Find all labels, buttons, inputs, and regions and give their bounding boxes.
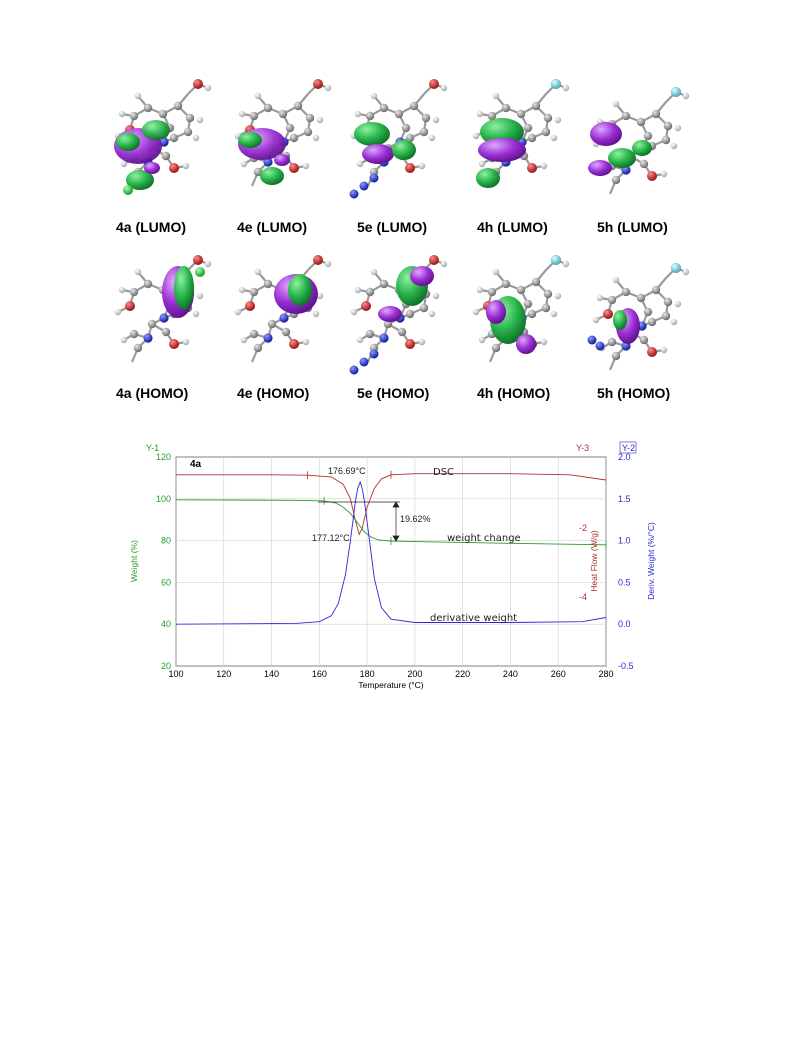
series-line-DSC: [176, 473, 607, 536]
caption-5h-lumo: 5h (LUMO): [597, 219, 668, 235]
orbital-panel-5e-lumo: [349, 77, 449, 199]
y-right-tick-labels: -0.5 0.0 0.5 1.0 1.5 2.0: [618, 452, 634, 671]
weight-loss-arrow: [318, 501, 400, 542]
caption-4e-lumo: 4e (LUMO): [237, 219, 307, 235]
x-tick-label: 240: [503, 669, 518, 679]
caption-4h-homo: 4h (HOMO): [477, 385, 550, 401]
x-tick-label: 120: [216, 669, 231, 679]
series-line-derivative-weight: [175, 480, 607, 625]
orbital-panel-4a-homo: [113, 253, 213, 364]
caption-5e-lumo: 5e (LUMO): [357, 219, 427, 235]
y-right-axis-label: Deriv. Weight (%/°C): [646, 522, 656, 600]
x-axis-label: Temperature (°C): [358, 680, 423, 690]
y-left-tick-label: 60: [161, 577, 171, 587]
x-tick-label: 260: [551, 669, 566, 679]
y-right-tick-label: 0.0: [618, 619, 631, 629]
y-left-tick-label: 40: [161, 619, 171, 629]
annotations: 176.69°C 177.12°C 19.62% DSC weight chan…: [312, 466, 521, 624]
y-left-tick-label: 100: [156, 494, 171, 504]
y-right-tick-label: 0.5: [618, 577, 631, 587]
y-right-tick-label: -0.5: [618, 661, 634, 671]
orbital-panel-4e-homo: [233, 253, 333, 364]
caption-5e-homo: 5e (HOMO): [357, 385, 429, 401]
heatflow-tick: -4: [579, 592, 587, 602]
grid: [175, 456, 607, 667]
dsc-series-label: DSC: [433, 467, 454, 478]
caption-5h-homo: 5h (HOMO): [597, 385, 670, 401]
y-right-tick-label: 2.0: [618, 452, 631, 462]
deriv-peak-annotation: 177.12°C: [312, 533, 350, 543]
y-left-tick-labels: 20 40 60 80 100 120: [156, 452, 171, 671]
x-tick-label: 220: [455, 669, 470, 679]
caption-4e-homo: 4e (HOMO): [237, 385, 309, 401]
y-left-tick-label: 20: [161, 661, 171, 671]
orbital-panel-4h-lumo: [471, 77, 571, 188]
dsc-peak-annotation: 176.69°C: [328, 466, 366, 476]
orbital-panel-5e-homo: [349, 253, 449, 375]
y-right-tick-label: 1.5: [618, 494, 631, 504]
axis-tag-y2-box: [619, 441, 637, 454]
deriv-series-label: derivative weight: [430, 613, 517, 624]
x-tick-label: 100: [168, 669, 183, 679]
orbital-panel-5h-lumo: [588, 85, 691, 196]
y-left-axis-label: Weight (%): [129, 540, 139, 582]
orbital-figure: 4a (LUMO) 4e (LUMO) 5e (LUMO) 4h (LUMO) …: [113, 77, 691, 401]
orbital-panel-4h-homo: [471, 253, 571, 364]
x-tick-label: 280: [598, 669, 613, 679]
y-left-tick-label: 120: [156, 452, 171, 462]
orbital-panel-4e-lumo: [233, 77, 333, 188]
caption-4a-lumo: 4a (LUMO): [116, 219, 186, 235]
y-left-tick-label: 80: [161, 536, 171, 546]
x-tick-label: 140: [264, 669, 279, 679]
series-lines: [175, 470, 607, 625]
axis-tag-y1: Y-1: [146, 443, 159, 453]
orbital-panel-5h-homo: [587, 261, 691, 372]
series-line-weight-change: [175, 499, 607, 546]
orbital-panel-4a-lumo: [113, 77, 213, 195]
x-tick-label: 160: [312, 669, 327, 679]
x-tick-labels: 100 120 140 160 180 200 220 240 260 280: [168, 669, 613, 679]
axis-tag-y3: Y-3: [576, 443, 589, 453]
caption-4a-homo: 4a (HOMO): [116, 385, 188, 401]
sample-label: 4a: [190, 459, 202, 470]
plot-frame: [175, 456, 607, 667]
weight-series-label: weight change: [447, 533, 521, 544]
caption-4h-lumo: 4h (LUMO): [477, 219, 548, 235]
heatflow-tick: -2: [579, 523, 587, 533]
weight-loss-annotation: 19.62%: [400, 514, 431, 524]
axis-tag-y2: Y-2: [622, 443, 635, 453]
y-right-tick-label: 1.0: [618, 536, 631, 546]
y-heatflow-axis-label: Heat Flow (W/g): [589, 530, 599, 592]
x-tick-label: 180: [360, 669, 375, 679]
x-tick-label: 200: [407, 669, 422, 679]
